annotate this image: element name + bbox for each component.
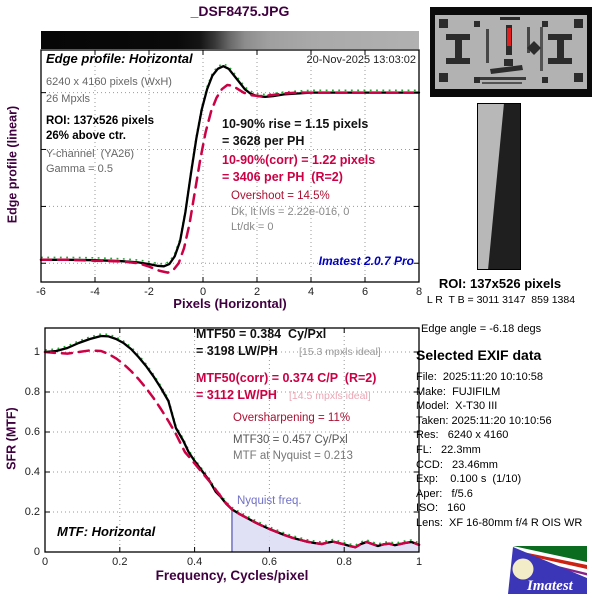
- x-tick-label: -4: [90, 286, 100, 298]
- exif-line: Taken: 2025:11:20 10:10:56: [416, 414, 552, 427]
- top-yaxis-label: Edge profile (linear): [5, 105, 20, 224]
- timestamp: 20-Nov-2025 13:03:02: [306, 54, 416, 66]
- mtf50-line2: = 3198 LW/PH: [196, 344, 278, 358]
- roi-coordinates: L R T B = 3011 3147 859 1384: [426, 294, 576, 306]
- mtf-at-nyquist-label: MTF at Nyquist = 0.213: [233, 450, 353, 462]
- rise-corrected-line2: = 3406 per PH (R=2): [222, 170, 343, 184]
- light-dark-ratio-label: Lt/dk = 0: [231, 221, 274, 233]
- y-tick-label: 0.2: [24, 506, 40, 518]
- x-tick-label: -2: [144, 286, 154, 298]
- mtf-plot-label: MTF: Horizontal: [57, 524, 156, 539]
- roi-size-label: ROI: 137x526 pixels: [46, 115, 155, 127]
- x-tick-label: 0.8: [336, 556, 352, 568]
- y-tick-label: 0.4: [24, 466, 40, 478]
- imatest-logo: Imatest: [508, 546, 587, 594]
- mtf50corr-line2: = 3112 LW/PH: [196, 388, 277, 402]
- logo-moon: [512, 558, 534, 580]
- series-edge-profile-corrected-r-2-: [39, 83, 421, 274]
- series-mtf-corrected-r-2-: [43, 349, 421, 549]
- edge-angle-label: Edge angle = -6.18 degs: [421, 323, 542, 335]
- channel-label: Y-channel (YA26): [46, 148, 135, 160]
- top-xaxis-label: Pixels (Horizontal): [173, 296, 287, 311]
- y-tick-label: 1: [33, 346, 40, 358]
- roi-crop-image: [477, 103, 521, 270]
- imatest-version-watermark: Imatest 2.0.7 Pro: [318, 254, 414, 268]
- logo-red-stripe: [518, 551, 587, 569]
- megapixels-label: 26 Mpxls: [46, 93, 91, 105]
- x-tick-label: 8: [415, 286, 423, 298]
- edge-profile-header: Edge profile: Horizontal: [46, 51, 193, 66]
- exif-line: Res: 6240 x 4160: [416, 429, 509, 442]
- image-size-label: 6240 x 4160 pixels (WxH): [46, 76, 172, 88]
- mtf-chart: [43, 327, 421, 553]
- mtf50corr-ideal-label: [14.5 mpxls ideal]: [289, 390, 371, 402]
- rise-value-line1: 10-90% rise = 1.15 pixels: [222, 117, 369, 131]
- exif-line: ISO: 160: [416, 502, 466, 515]
- mtf50-ideal-label: [15.3 mpxls ideal]: [299, 346, 381, 358]
- nyquist-shaded-region: [232, 509, 419, 552]
- plot-frame: [44, 327, 420, 553]
- overshoot-label: Overshoot = 14.5%: [231, 190, 330, 202]
- x-tick-label: 0.6: [261, 556, 278, 568]
- roi-position-label: 26% above ctr.: [46, 130, 126, 142]
- x-tick-label: 4: [307, 286, 315, 298]
- roi-marker: [507, 28, 511, 46]
- exif-line: Lens: XF 16-80mm f/4 R OIS WR: [416, 516, 583, 529]
- mtf50corr-line1: MTF50(corr) = 0.374 C/P (R=2): [196, 371, 377, 385]
- exif-line: Exp: 0.100 s (1/10): [416, 473, 522, 486]
- gamma-label: Gamma = 0.5: [46, 163, 113, 175]
- rise-value-line2: = 3628 per PH: [222, 134, 305, 148]
- logo-green-band: [513, 546, 587, 562]
- exif-line: Make: FUJIFILM: [416, 385, 501, 398]
- logo-blue-field: [508, 547, 587, 594]
- exif-line: CCD: 23.46mm: [416, 458, 498, 471]
- exif-line: FL: 22.3mm: [416, 443, 481, 456]
- dark-light-levels-label: Dk, lt lvls = 2.22e-016, 0: [231, 206, 350, 218]
- figure-title: _DSF8475.JPG: [190, 3, 290, 19]
- exif-line: File: 2025:11:20 10:10:58: [416, 371, 544, 383]
- x-tick-label: 0: [199, 286, 207, 298]
- test-chart-thumbnail: [430, 7, 592, 97]
- raw-data-dots: [41, 62, 419, 265]
- bottom-xaxis-label: Frequency, Cycles/pixel: [155, 568, 309, 583]
- edge-grayscale-bar: [41, 31, 419, 49]
- x-tick-label: 0.4: [186, 556, 203, 568]
- mtf30-label: MTF30 = 0.457 Cy/Pxl: [233, 434, 348, 446]
- exif-line: Model: X-T30 III: [416, 400, 498, 413]
- y-tick-label: 0.8: [24, 386, 40, 398]
- roi-light-side: [477, 103, 504, 270]
- x-tick-label: 6: [361, 286, 369, 298]
- y-tick-label: 0.6: [24, 426, 40, 438]
- exif-data-list: File: 2025:11:20 10:10:58 Make: FUJIFILM M…: [416, 371, 583, 533]
- oversharpening-label: Oversharpening = 11%: [233, 412, 351, 424]
- y-tick-label: 0: [33, 546, 40, 558]
- plot-frame: [40, 49, 420, 283]
- exif-title: Selected EXIF data: [416, 347, 542, 363]
- nyquist-freq-label: Nyquist freq.: [237, 495, 302, 507]
- mtf50-line1: MTF50 = 0.384 Cy/Pxl: [196, 327, 327, 341]
- x-tick-label: 2: [253, 286, 261, 298]
- x-tick-label: 0: [41, 556, 49, 568]
- exif-line: Aper: f/5.6: [416, 487, 473, 500]
- x-tick-label: -6: [36, 286, 46, 298]
- logo-wordmark: Imatest: [526, 578, 574, 594]
- raw-data-dots: [44, 333, 420, 547]
- rise-corrected-line1: 10-90%(corr) = 1.22 pixels: [222, 153, 376, 167]
- edge-profile-chart: [39, 49, 421, 283]
- x-tick-label: 1: [415, 556, 423, 568]
- x-tick-label: 0.2: [112, 556, 128, 568]
- roi-size-title: ROI: 137x526 pixels: [438, 276, 562, 291]
